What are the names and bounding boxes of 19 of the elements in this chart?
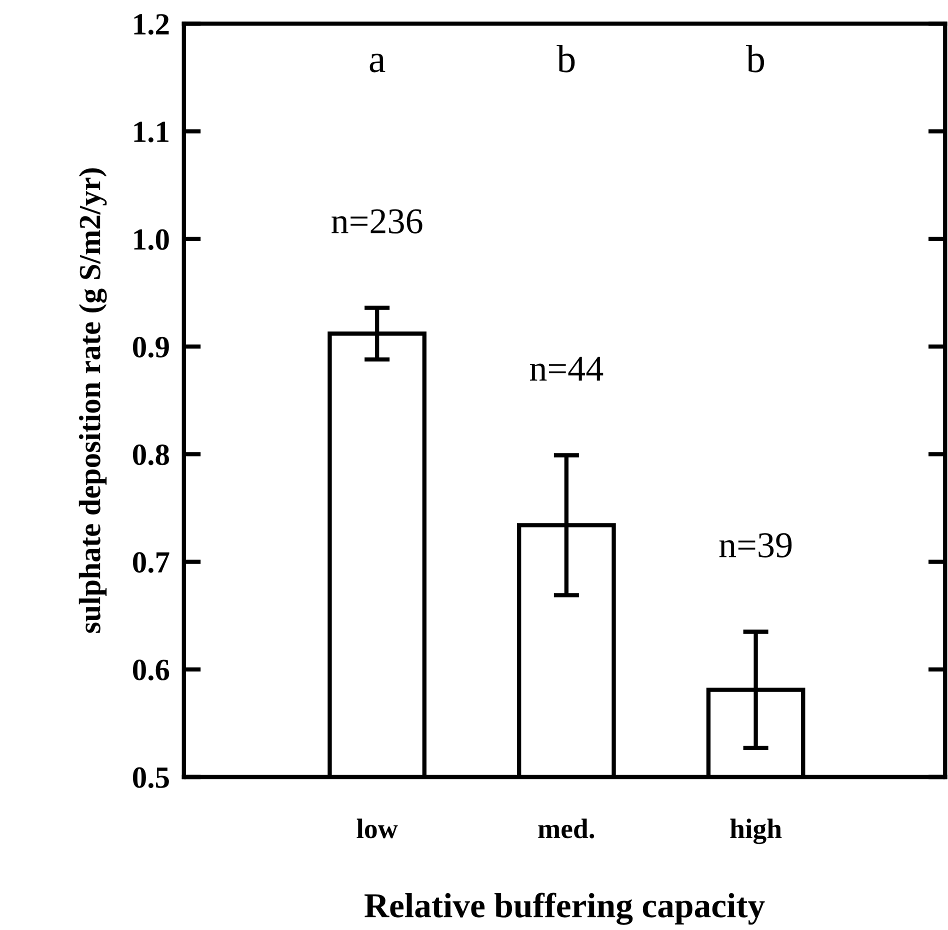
y-axis-title: sulphate deposition rate (g S/m2/yr): [78, 168, 107, 633]
x-tick-label: med.: [538, 818, 594, 838]
y-tick-label: 0.9: [132, 336, 169, 358]
x-tick-label: low: [356, 818, 398, 838]
annotation: a: [370, 54, 386, 72]
annotation: n=236: [332, 209, 422, 234]
x-tick-label: high: [730, 818, 782, 844]
y-tick-label: 0.6: [132, 660, 170, 680]
y-tick-label: 0.7: [132, 552, 170, 573]
y-tick-label: 0.8: [132, 444, 170, 466]
y-tick-label: 0.5: [132, 767, 169, 788]
y-tick-label: 1.1: [134, 122, 168, 142]
annotation: b: [556, 44, 575, 72]
x-axis-title: Relative buffering capacity: [364, 892, 765, 925]
y-tick-label: 1.0: [134, 229, 169, 250]
annotation: n=44: [530, 356, 604, 381]
annotation: b: [746, 44, 764, 72]
y-tick-label: 1.2: [134, 14, 169, 35]
annotation: n=39: [719, 533, 792, 558]
